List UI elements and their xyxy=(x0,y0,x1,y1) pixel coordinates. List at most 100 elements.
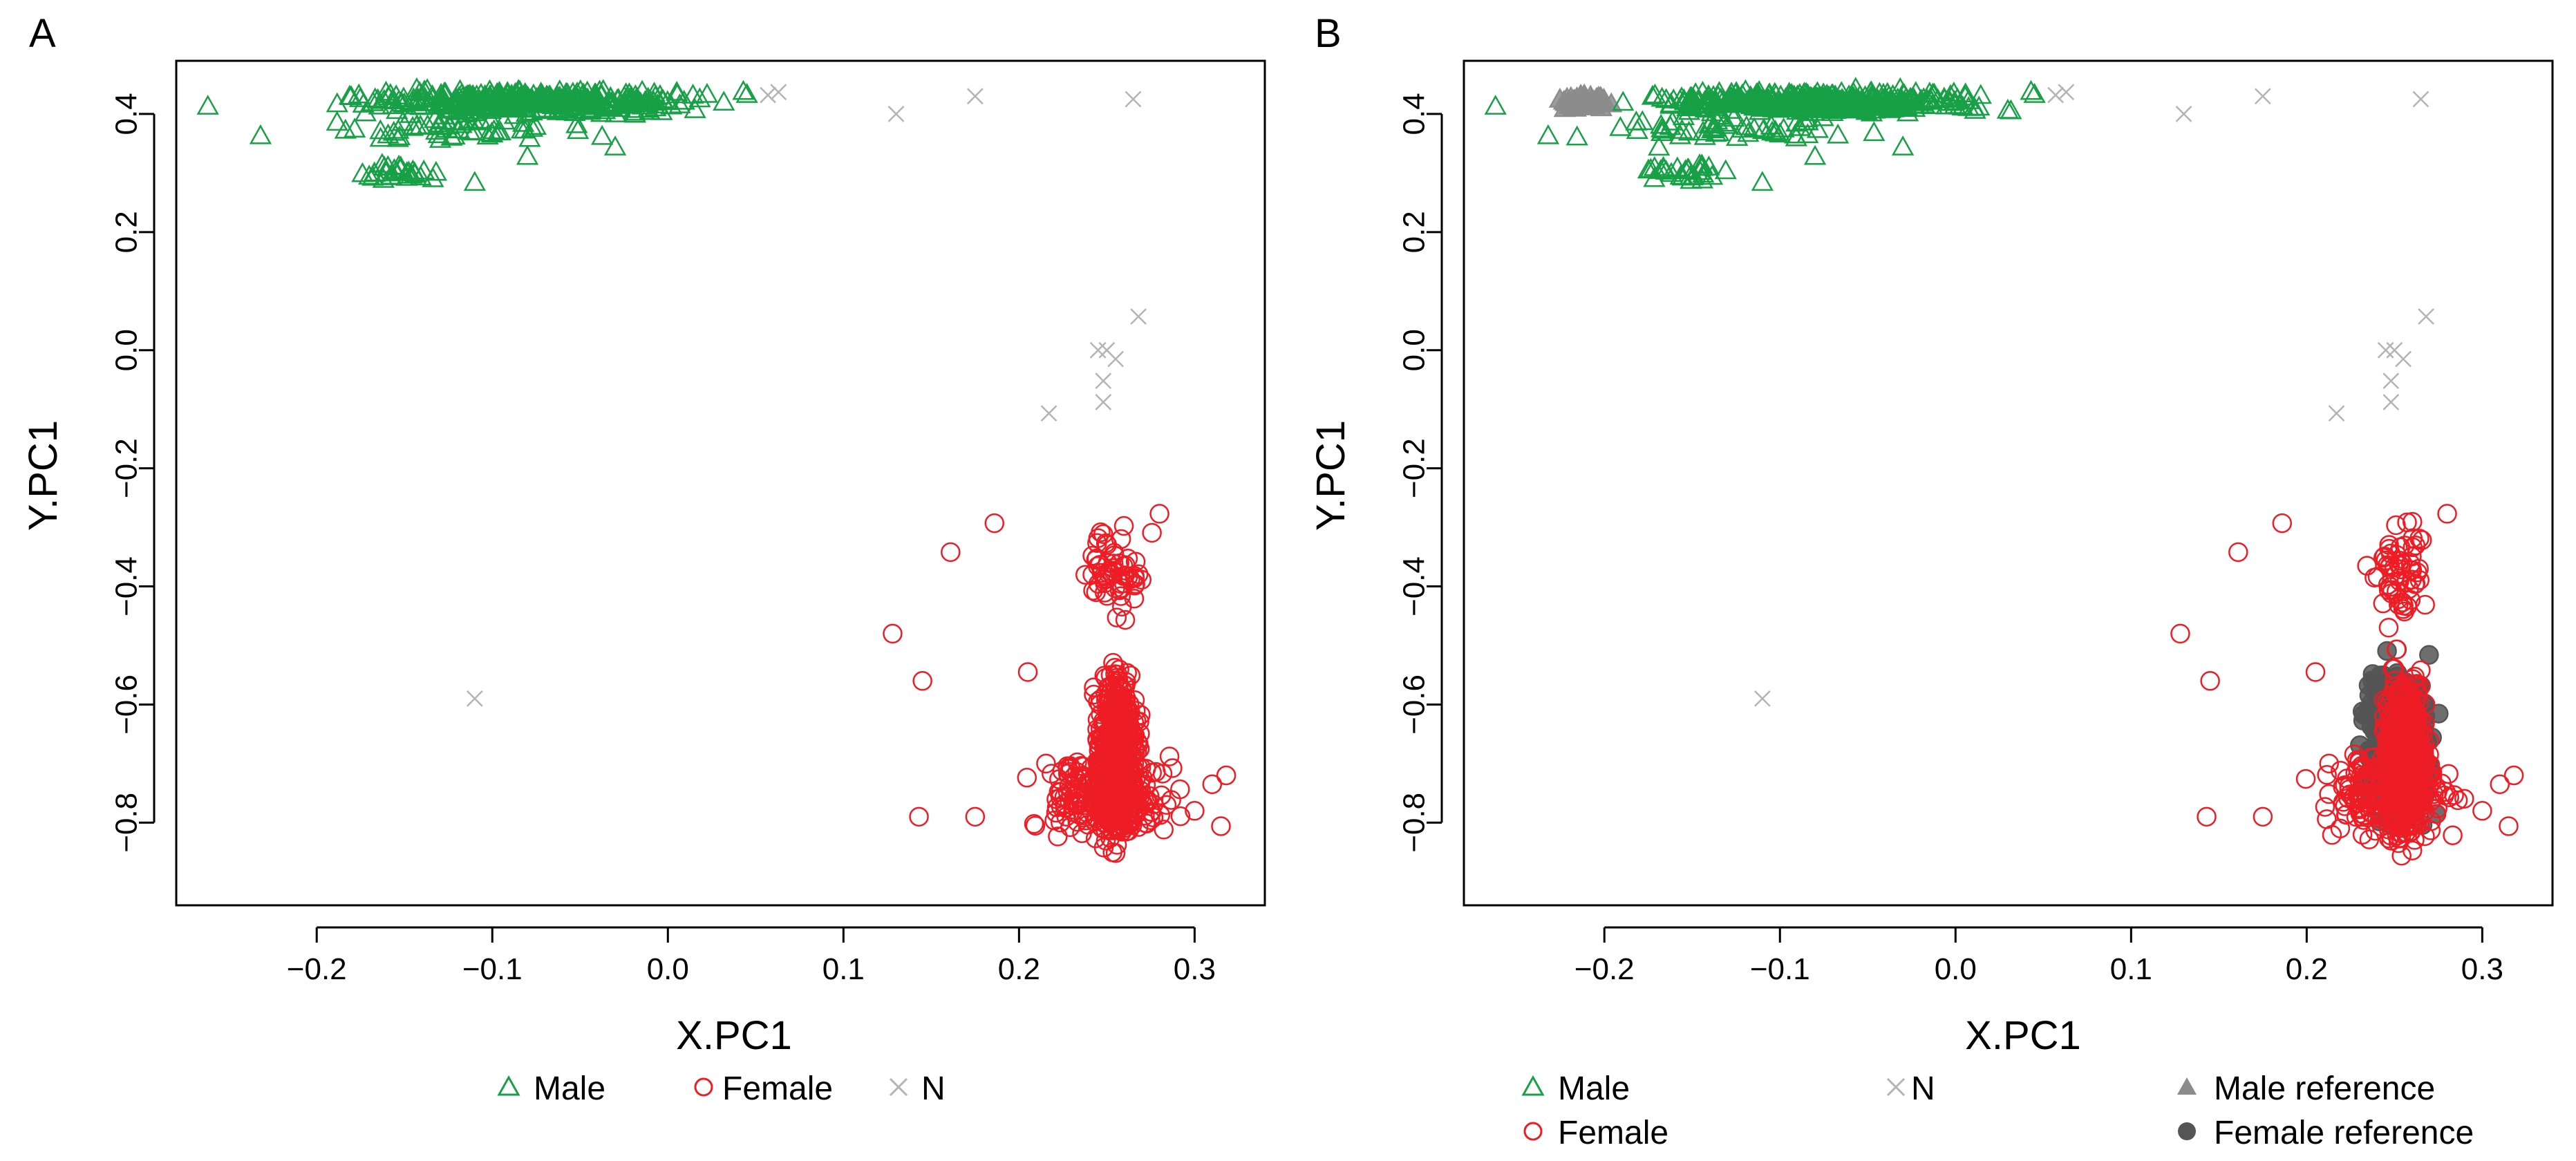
point-b-male-407 xyxy=(1641,84,1664,105)
point-b-male-511 xyxy=(1660,162,1683,182)
point-b-female-796 xyxy=(2422,767,2443,787)
point-a-female-788 xyxy=(1143,794,1164,815)
point-b-female-797 xyxy=(2409,778,2429,798)
x-tick-label-b-3: 0.1 xyxy=(2110,952,2152,986)
point-a-male-84 xyxy=(375,80,397,101)
legend-b-female-circle-icon xyxy=(1523,1122,1543,1141)
point-a-male-455 xyxy=(344,117,366,138)
point-b-male-406 xyxy=(1677,93,1700,113)
legend-a-n-x-icon xyxy=(889,1077,908,1097)
point-a-male-423 xyxy=(568,94,591,115)
point-a-female-799 xyxy=(1082,794,1103,815)
point-b-female-865 xyxy=(2437,504,2457,524)
point-b-male-452 xyxy=(1659,115,1682,135)
point-b-male-411 xyxy=(1743,92,1766,113)
point-b-male-386 xyxy=(1892,82,1915,102)
y-tick-label-a-6: −0.8 xyxy=(110,793,144,853)
point-a-male-409 xyxy=(458,83,482,104)
point-a-female-512 xyxy=(1096,668,1116,688)
point-a-male-395 xyxy=(626,86,649,107)
point-b-female-824 xyxy=(2357,556,2377,576)
legend-b-n-x-icon xyxy=(1886,1077,1906,1097)
panel-b: B Y.PC1 X.PC1 −0.2 −0.1 0.0 0.1 0.2 0.3 0.4 0.2… xyxy=(1308,11,2554,1151)
point-a-male-512 xyxy=(375,161,397,182)
point-b-female-862 xyxy=(2197,806,2217,827)
point-b-female-751 xyxy=(2352,789,2373,809)
point-b-male-454 xyxy=(1708,104,1731,125)
series-a-n xyxy=(466,84,1147,707)
point-a-female-357 xyxy=(1096,690,1116,710)
point-b-female-666 xyxy=(2427,798,2447,819)
point-a-female-588 xyxy=(1129,734,1149,754)
point-a-female-854 xyxy=(1113,573,1134,594)
point-b-female-769 xyxy=(2363,769,2384,789)
point-b-n-6 xyxy=(2377,341,2394,359)
panel-b-xlabel: X.PC1 xyxy=(1965,1013,2081,1058)
point-b-male-315 xyxy=(1677,100,1701,120)
x-tick-label-b-5: 0.3 xyxy=(2461,952,2503,986)
point-a-female-795 xyxy=(1098,784,1119,805)
point-a-female-857 xyxy=(1125,566,1145,586)
legend-b-female-reference: Female reference xyxy=(2178,1115,2474,1151)
point-a-male-516 xyxy=(481,122,504,143)
point-b-female-793 xyxy=(2358,765,2378,786)
legend-b-n-label: N xyxy=(1911,1070,1935,1107)
point-a-female-792 xyxy=(1141,802,1162,822)
point-a-male-480 xyxy=(326,111,348,131)
point-a-female-757 xyxy=(1129,817,1149,837)
point-a-female-798 xyxy=(1093,767,1113,787)
point-a-male-483 xyxy=(514,118,536,139)
point-b-female-493 xyxy=(2381,831,2401,851)
point-b-male-397 xyxy=(1814,89,1836,110)
point-b-female-770 xyxy=(2330,818,2351,839)
point-a-female-754 xyxy=(1060,762,1080,782)
point-b-male-reference-58 xyxy=(1577,91,1599,111)
point-b-male-376 xyxy=(1968,95,1991,116)
point-b-male-356 xyxy=(1939,84,1962,104)
point-b-male-450 xyxy=(1796,123,1819,144)
point-a-male-468 xyxy=(450,113,473,133)
point-a-n-12 xyxy=(466,690,483,707)
point-a-male-429 xyxy=(507,79,530,100)
point-a-female-599 xyxy=(1119,715,1139,735)
point-b-female-764 xyxy=(2412,757,2432,777)
point-a-female-630 xyxy=(1072,823,1092,843)
point-a-male-404 xyxy=(656,90,679,111)
point-a-female-793 xyxy=(1054,787,1075,807)
point-a-n-3 xyxy=(966,88,984,105)
point-a-female-762 xyxy=(1127,732,1148,752)
point-a-female-791 xyxy=(1091,818,1112,838)
point-a-female-868 xyxy=(1202,774,1223,795)
point-b-male-429 xyxy=(1957,89,1980,109)
point-b-female-791 xyxy=(2331,760,2351,781)
point-b-female-561 xyxy=(2385,677,2406,697)
x-tick-label-a-4: 0.2 xyxy=(998,952,1040,986)
point-b-female-763 xyxy=(2355,770,2376,791)
point-b-male-286 xyxy=(1964,99,1986,119)
point-a-female-574 xyxy=(1111,686,1131,706)
legend-b-female: Female xyxy=(1523,1115,1668,1151)
point-a-female-797 xyxy=(1054,793,1075,814)
y-tick-label-a-5: −0.6 xyxy=(110,674,144,735)
point-a-male-295 xyxy=(382,94,404,114)
legend-a-male-triangle-icon xyxy=(497,1075,520,1096)
point-a-male-507 xyxy=(358,164,381,185)
legend-b-n: N xyxy=(1886,1070,1935,1107)
point-b-male-425 xyxy=(1809,86,1832,106)
series-b-n xyxy=(1754,84,2434,707)
legend-a-female-label: Female xyxy=(722,1070,833,1107)
point-a-male-513 xyxy=(196,95,219,115)
point-b-n-9 xyxy=(2382,372,2400,390)
point-a-female-794 xyxy=(1044,811,1064,831)
point-a-female-871 xyxy=(1017,662,1038,682)
point-b-male-138 xyxy=(1651,86,1673,107)
point-a-male-287 xyxy=(473,86,497,106)
point-a-female-866 xyxy=(1216,765,1237,786)
point-a-male-428 xyxy=(413,79,436,100)
point-a-female-852 xyxy=(1089,555,1110,575)
point-b-male-372 xyxy=(1939,91,1962,111)
point-a-male-420 xyxy=(531,88,554,108)
point-a-male-414 xyxy=(585,90,608,111)
point-b-male-517 xyxy=(1803,144,1827,165)
point-b-male-359 xyxy=(1763,82,1786,102)
